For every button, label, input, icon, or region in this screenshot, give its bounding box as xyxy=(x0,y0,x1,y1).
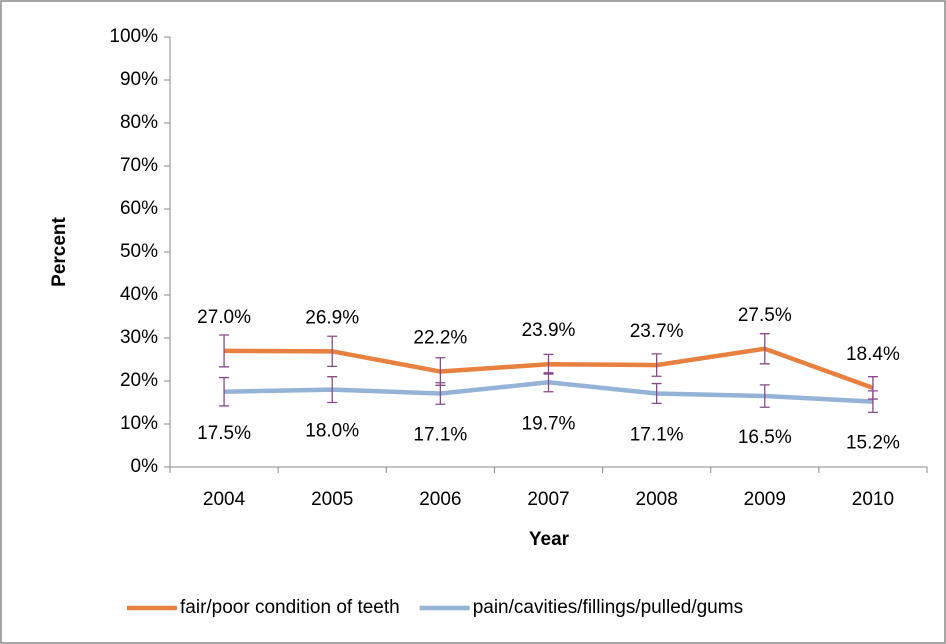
legend-label: pain/cavities/fillings/pulled/gums xyxy=(473,597,743,618)
y-tick-label: 10% xyxy=(120,413,158,434)
data-label: 26.9% xyxy=(305,307,359,328)
data-label: 15.2% xyxy=(846,433,900,454)
x-tick-label: 2006 xyxy=(419,489,461,510)
error-bar xyxy=(543,372,554,393)
x-tick-label: 2010 xyxy=(852,489,894,510)
y-tick-label: 90% xyxy=(120,69,158,90)
y-tick-label: 80% xyxy=(120,112,158,133)
y-axis-title: Percent xyxy=(49,216,70,286)
error-bar xyxy=(327,376,338,404)
y-tick-label: 20% xyxy=(120,370,158,391)
data-label: 17.1% xyxy=(413,424,467,445)
y-tick-label: 0% xyxy=(131,456,159,477)
data-label: 23.7% xyxy=(630,321,684,342)
error-bar xyxy=(759,333,770,365)
error-bar xyxy=(651,382,662,405)
y-tick-label: 70% xyxy=(120,155,158,176)
data-label: 16.5% xyxy=(738,427,792,448)
error-bar xyxy=(651,353,662,377)
y-tick-label: 30% xyxy=(120,327,158,348)
data-label: 17.5% xyxy=(197,423,251,444)
y-tick-label: 100% xyxy=(109,26,158,47)
y-tick-label: 60% xyxy=(120,198,158,219)
data-label: 18.0% xyxy=(305,421,359,442)
data-label: 18.4% xyxy=(846,344,900,365)
legend-label: fair/poor condition of teeth xyxy=(180,597,400,618)
error-bar xyxy=(867,390,878,414)
x-tick-label: 2007 xyxy=(527,489,569,510)
data-label: 19.7% xyxy=(522,413,576,434)
error-bar xyxy=(219,376,230,407)
data-label: 27.5% xyxy=(738,305,792,326)
error-bar xyxy=(759,384,770,408)
y-tick-label: 40% xyxy=(120,284,158,305)
data-label: 17.1% xyxy=(630,424,684,445)
x-tick-label: 2005 xyxy=(311,489,353,510)
data-label: 22.2% xyxy=(413,328,467,349)
error-bar xyxy=(435,382,446,405)
error-bar xyxy=(219,334,230,368)
error-bar xyxy=(327,335,338,368)
x-tick-label: 2004 xyxy=(203,489,246,510)
data-label: 23.9% xyxy=(522,320,576,341)
x-tick-label: 2008 xyxy=(636,489,678,510)
data-label: 27.0% xyxy=(197,307,251,328)
x-tick-label: 2009 xyxy=(744,489,786,510)
x-axis-title: Year xyxy=(529,529,570,550)
y-tick-label: 50% xyxy=(120,241,158,262)
